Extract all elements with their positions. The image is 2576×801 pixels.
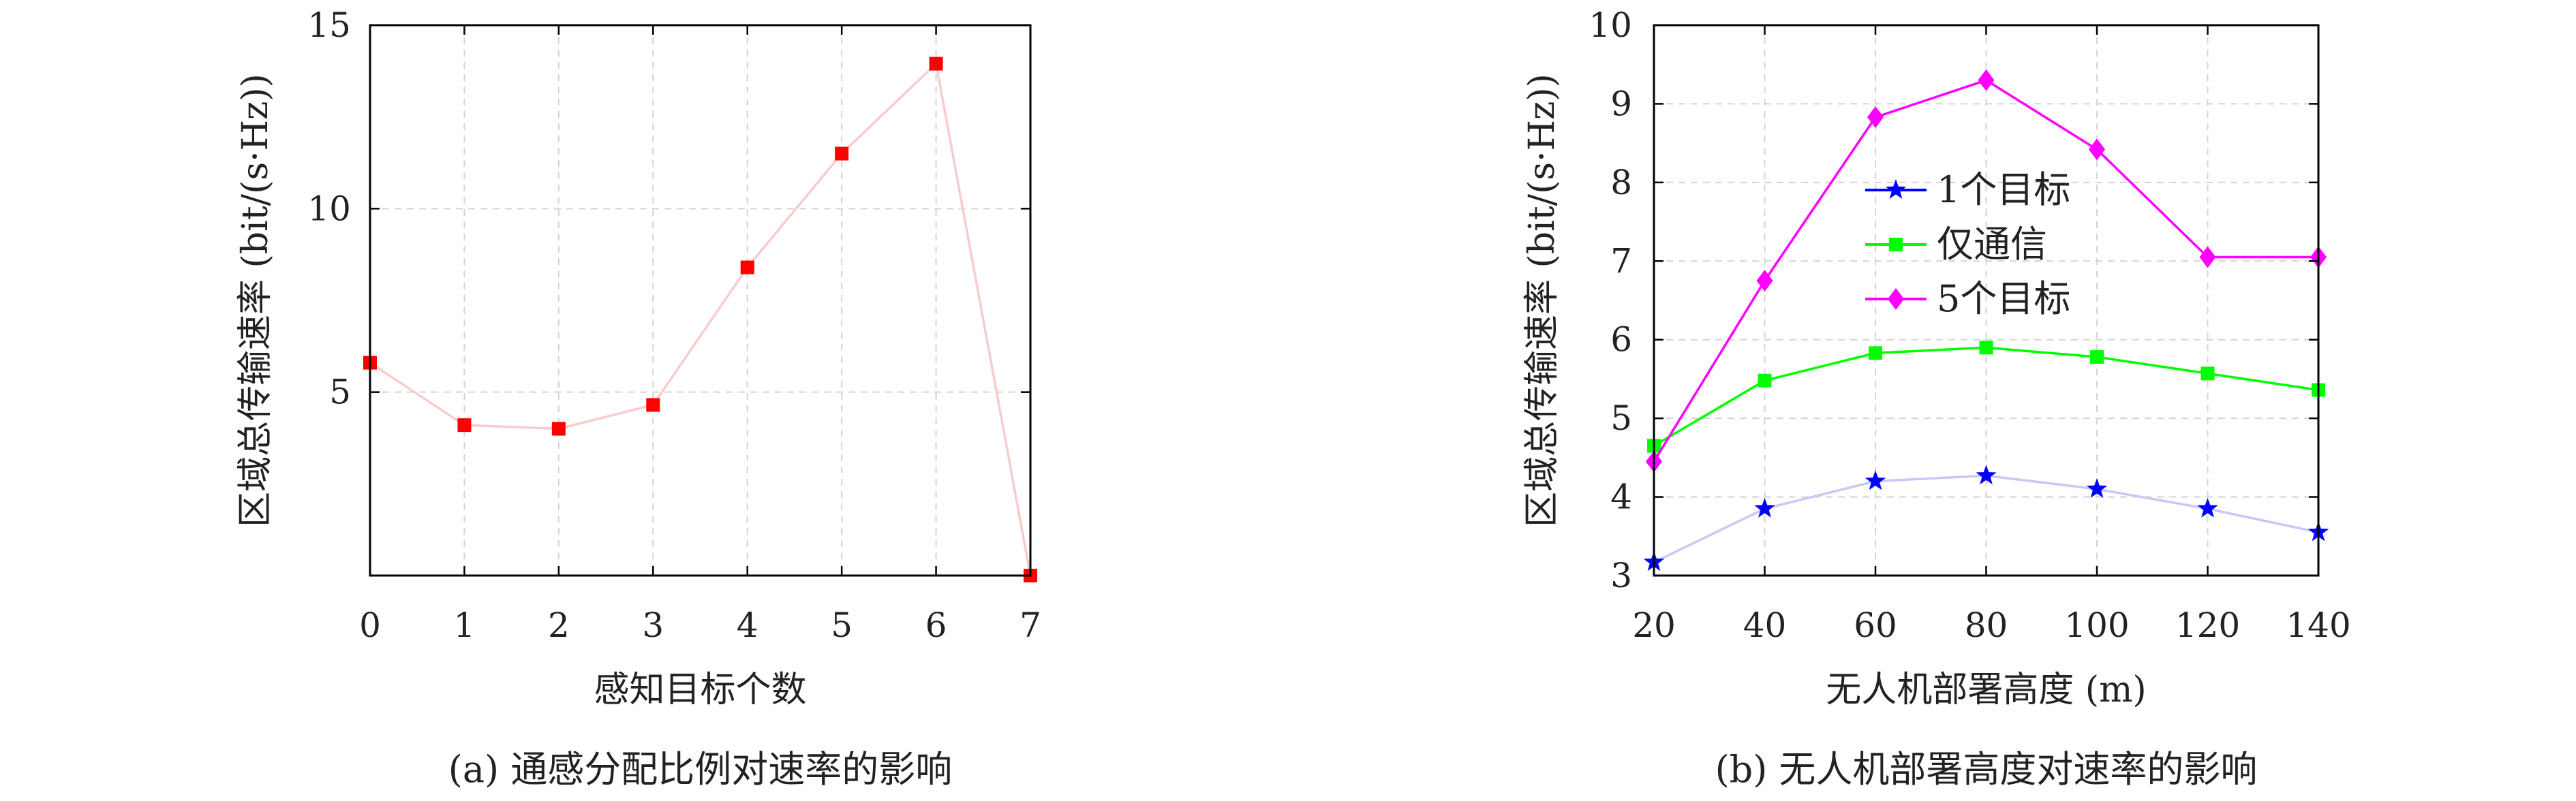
legend-0-label: 1个目标 [1937,168,2070,211]
x-tick-label: 60 [1854,606,1897,645]
series-0-point [457,418,472,433]
series-1-point [2201,366,2215,381]
series-0-point [1976,465,1997,485]
chart-b-ylabel: 区域总传输速率 (bit/(s·Hz)) [1522,74,1563,527]
chart-a-ticks: 0 1 2 3 4 5 6 7 5 10 15 [307,5,1041,645]
x-tick-label: 80 [1965,606,2008,645]
chart-a-ylabel: 区域总传输速率 (bit/(s·Hz)) [235,74,276,527]
series-0-point [2086,478,2108,498]
chart-a-grid [370,25,1030,576]
chart-b-ticks: 20 40 60 80 100 120 140 3 4 5 6 7 8 9 10 [1589,5,2350,645]
x-tick-label: 20 [1632,606,1676,645]
chart-a-series [363,57,1037,582]
chart-a: 0 1 2 3 4 5 6 7 5 10 15 感知目标个数 区域总传输速率 (bit/(s·Hz)… [235,5,1041,791]
x-tick-label: 3 [642,606,664,645]
y-tick-label: 9 [1610,84,1632,123]
series-0-point [551,422,566,436]
series-2-point [2089,138,2105,161]
series-2-point [1867,106,1884,129]
y-tick-label: 8 [1610,163,1632,202]
series-0-line [369,61,1032,576]
x-tick-label: 100 [2064,606,2129,645]
series-0-point [740,260,754,274]
legend-2-marker [1888,288,1904,310]
x-tick-label: 6 [925,606,947,645]
y-tick-label: 7 [1610,241,1632,281]
chart-b-grid [1654,25,2318,576]
legend-1-marker [1889,238,1903,251]
y-tick-label: 10 [307,189,351,228]
y-tick-label: 6 [1610,320,1632,360]
chart-a-caption: (a) 通感分配比例对速率的影响 [448,748,953,791]
x-tick-label: 40 [1743,606,1787,645]
y-tick-label: 5 [329,373,351,412]
series-2-point [1756,270,1773,292]
y-tick-label: 4 [1610,477,1632,517]
series-0-point [835,146,849,161]
chart-b-caption: (b) 无人机部署高度对速率的影响 [1715,748,2258,791]
series-0-point [929,57,943,71]
legend-1-label: 仅通信 [1937,223,2047,266]
y-tick-label: 10 [1589,5,1632,45]
y-tick-label: 3 [1610,556,1632,595]
series-2-point [1978,69,1995,91]
y-tick-label: 15 [307,5,351,45]
x-tick-label: 5 [831,606,853,645]
x-tick-label: 4 [737,606,758,645]
x-tick-label: 140 [2286,606,2350,645]
series-0-point [2197,497,2218,518]
x-tick-label: 120 [2175,606,2240,645]
x-tick-label: 1 [454,606,476,645]
series-0-point [646,398,660,412]
chart-a-xlabel: 感知目标个数 [594,670,806,710]
series-1-point [1869,346,1882,360]
series-2-point [2199,246,2216,268]
chart-a-frame [369,24,1032,577]
series-0-point [1754,497,1775,518]
x-tick-label: 0 [359,606,381,645]
series-1-point [1758,373,1772,388]
x-tick-label: 7 [1019,606,1041,645]
series-0-point [1865,470,1886,490]
x-tick-label: 2 [548,606,570,645]
chart-b-series [1643,69,2329,571]
chart-b-xlabel: 无人机部署高度 (m) [1826,670,2146,710]
series-1-point [1979,341,1993,355]
y-tick-label: 5 [1610,398,1632,438]
legend-0-marker [1885,179,1907,199]
legend-2-label: 5个目标 [1937,277,2070,320]
series-1-point [2090,350,2104,364]
